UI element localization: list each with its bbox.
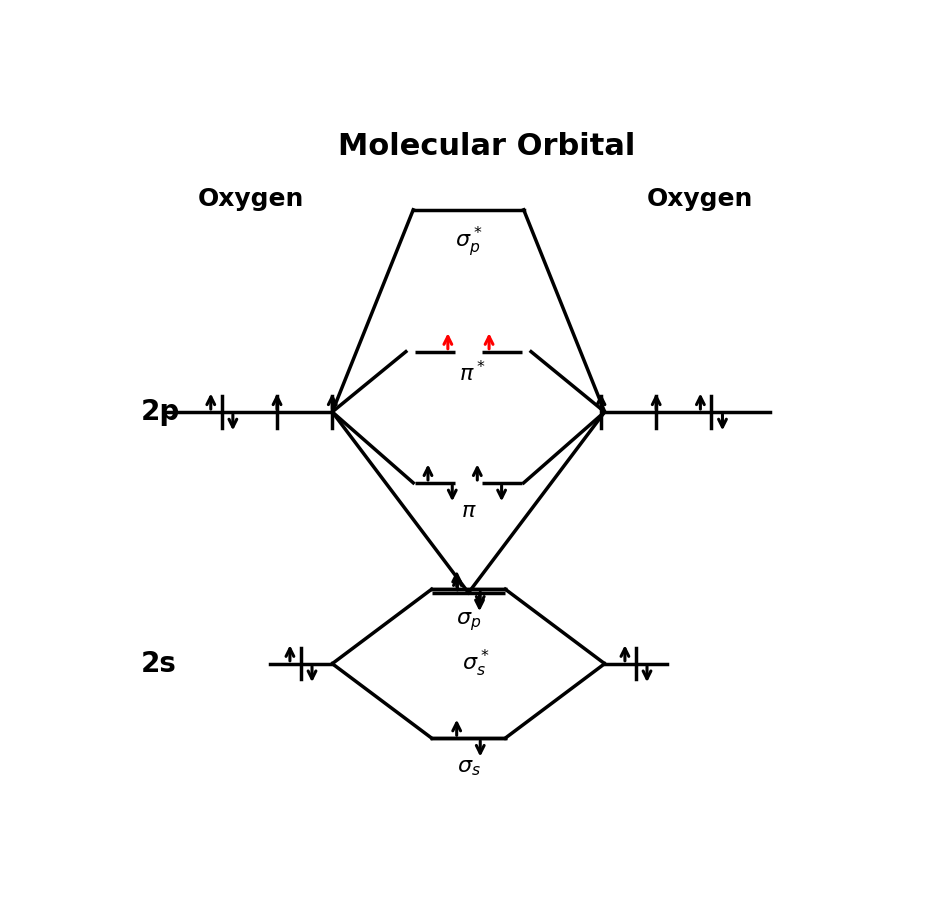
Text: $\sigma_p^*$: $\sigma_p^*$ bbox=[455, 225, 483, 259]
Text: $\pi^*$: $\pi^*$ bbox=[459, 360, 485, 386]
Text: $\pi$: $\pi$ bbox=[461, 501, 476, 521]
Text: $\sigma_p$: $\sigma_p$ bbox=[456, 610, 481, 633]
Text: 2s: 2s bbox=[141, 649, 177, 678]
Text: Oxygen: Oxygen bbox=[199, 187, 304, 211]
Text: 2p: 2p bbox=[141, 398, 180, 426]
Text: Oxygen: Oxygen bbox=[647, 187, 753, 211]
Text: Molecular Orbital: Molecular Orbital bbox=[338, 132, 636, 161]
Text: $\sigma_s$: $\sigma_s$ bbox=[457, 758, 481, 778]
Text: $\sigma_s^*$: $\sigma_s^*$ bbox=[462, 648, 489, 680]
